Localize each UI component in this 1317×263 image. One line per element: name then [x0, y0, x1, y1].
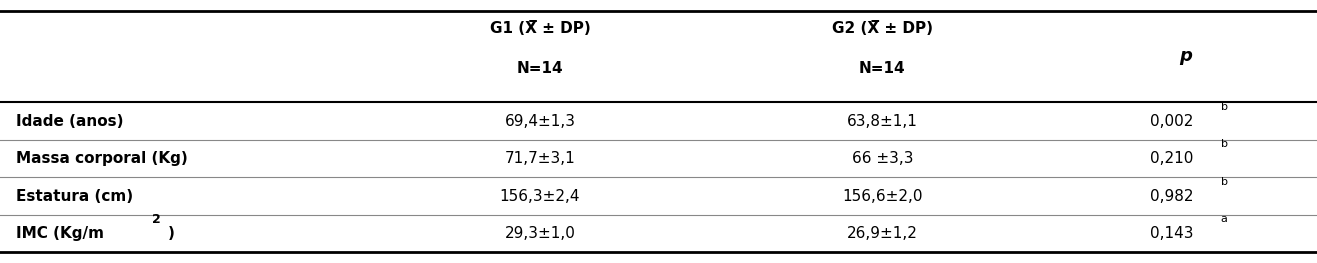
Text: Massa corporal (Kg): Massa corporal (Kg): [16, 151, 187, 166]
Text: 26,9±1,2: 26,9±1,2: [847, 226, 918, 241]
Text: b: b: [1221, 139, 1227, 149]
Text: 66 ±3,3: 66 ±3,3: [852, 151, 913, 166]
Text: 2: 2: [151, 213, 161, 226]
Text: G2 (X̅ ± DP): G2 (X̅ ± DP): [832, 21, 932, 37]
Text: 156,3±2,4: 156,3±2,4: [499, 189, 581, 204]
Text: p: p: [1179, 48, 1192, 65]
Text: N=14: N=14: [859, 61, 906, 76]
Text: Estatura (cm): Estatura (cm): [16, 189, 133, 204]
Text: 0,982: 0,982: [1150, 189, 1195, 204]
Text: Idade (anos): Idade (anos): [16, 114, 124, 129]
Text: a: a: [1221, 214, 1227, 224]
Text: 71,7±3,1: 71,7±3,1: [504, 151, 576, 166]
Text: G1 (X̅ ± DP): G1 (X̅ ± DP): [490, 21, 590, 37]
Text: 69,4±1,3: 69,4±1,3: [504, 114, 576, 129]
Text: 29,3±1,0: 29,3±1,0: [504, 226, 576, 241]
Text: b: b: [1221, 177, 1227, 187]
Text: 0,210: 0,210: [1151, 151, 1193, 166]
Text: N=14: N=14: [516, 61, 564, 76]
Text: IMC (Kg/m: IMC (Kg/m: [16, 226, 104, 241]
Text: 0,143: 0,143: [1150, 226, 1195, 241]
Text: 63,8±1,1: 63,8±1,1: [847, 114, 918, 129]
Text: 156,6±2,0: 156,6±2,0: [842, 189, 923, 204]
Text: b: b: [1221, 102, 1227, 112]
Text: 0,002: 0,002: [1151, 114, 1193, 129]
Text: ): ): [169, 226, 175, 241]
